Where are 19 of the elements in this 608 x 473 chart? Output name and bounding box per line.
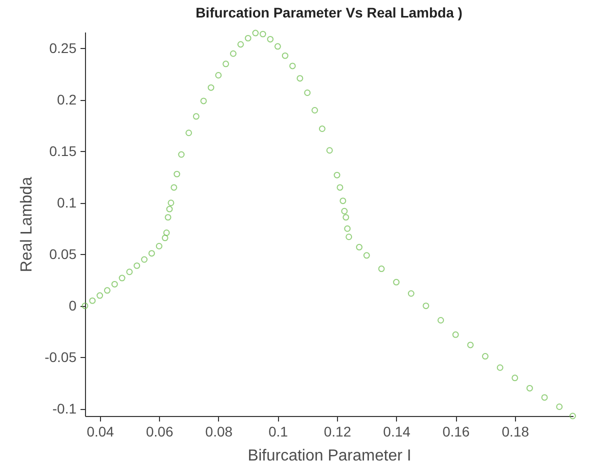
y-tick-label: 0.05 bbox=[49, 246, 77, 262]
y-tick-label: -0.05 bbox=[44, 348, 77, 365]
y-tick-label: 0 bbox=[68, 297, 77, 314]
y-tick-label: 0.2 bbox=[57, 91, 77, 108]
x-axis-title: Bifurcation Parameter I bbox=[248, 448, 412, 464]
y-tick-label: -0.1 bbox=[52, 400, 77, 416]
x-tick-label: 0.18 bbox=[502, 424, 530, 440]
x-tick-label: 0.08 bbox=[205, 424, 233, 440]
x-tick-label: 0.16 bbox=[442, 424, 470, 440]
x-tick-label: 0.06 bbox=[146, 424, 174, 440]
x-tick-label: 0.1 bbox=[268, 424, 288, 440]
x-tick-label: 0.04 bbox=[86, 424, 114, 440]
chart-title: Bifurcation Parameter Vs Real Lambda ) bbox=[196, 4, 462, 20]
y-tick-label: 0.15 bbox=[49, 142, 77, 159]
y-axis-title: Real Lambda bbox=[18, 176, 36, 272]
y-tick-label: 0.1 bbox=[57, 194, 77, 210]
x-tick-label: 0.14 bbox=[383, 424, 411, 440]
x-tick-label: 0.12 bbox=[324, 424, 352, 440]
y-tick-label: 0.25 bbox=[49, 40, 77, 56]
